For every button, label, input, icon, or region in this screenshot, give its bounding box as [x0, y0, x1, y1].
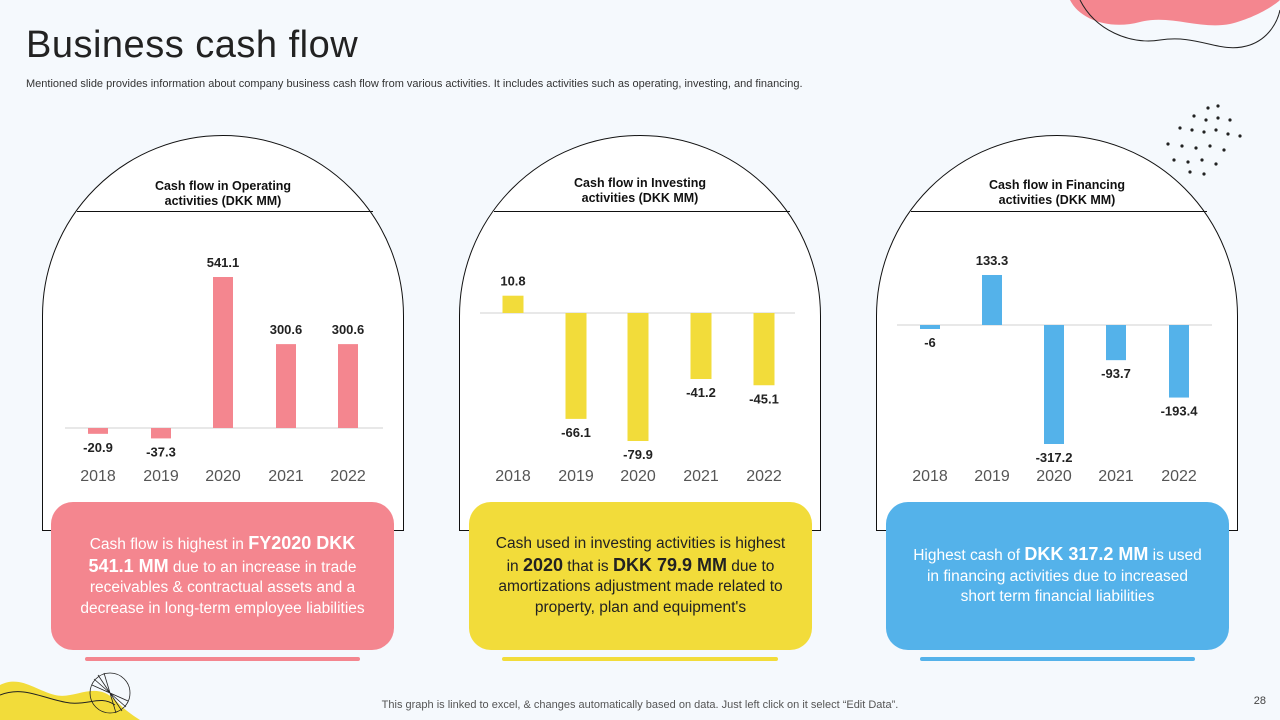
- category-label-2018: 2018: [80, 468, 116, 485]
- financing-chart-title-line-1: Cash flow in Financing: [988, 178, 1126, 192]
- insight-highlight: FY2020 DKK 541.1 MM: [88, 533, 356, 576]
- slide-title: Business cash flow: [26, 24, 359, 66]
- bar-2018: [88, 428, 108, 434]
- bar-2018: [502, 295, 524, 313]
- category-label-2020: 2020: [205, 468, 241, 485]
- insight-text: Highest cash of DKK 317.2 MM is used in …: [908, 544, 1207, 608]
- operating-bar-chart: -20.9 2018 -37.3 2019 541.1 2020 300.6 2021 300.…: [65, 255, 383, 485]
- investing-chart-title: Cash flow in Investing activities (DKK M…: [460, 176, 820, 206]
- investing-chart-title-line-2: activities (DKK MM): [581, 191, 699, 205]
- insight-text-part: is used in financing activities due to i…: [926, 547, 1202, 606]
- category-label-2020: 2020: [1036, 468, 1072, 485]
- category-label-2021: 2021: [1098, 468, 1134, 485]
- operating-chart-title-line-1: Cash flow in Operating: [154, 179, 292, 193]
- financing-chart-title: Cash flow in Financing activities (DKK M…: [877, 178, 1237, 208]
- bar-2018: [920, 325, 940, 329]
- insight-highlight: DKK 79.9 MM: [612, 554, 727, 575]
- investing-insight-card: Cash used in investing activities is hig…: [469, 502, 812, 650]
- data-label-2020: 541.1: [207, 255, 240, 270]
- bar-2021: [690, 313, 712, 380]
- insight-text-part: due to amortizations adjustment made rel…: [498, 557, 783, 616]
- data-label-2018: 10.8: [500, 274, 525, 289]
- category-label-2022: 2022: [746, 468, 782, 485]
- data-label-2019: -37.3: [146, 444, 176, 459]
- footnote: This graph is linked to excel, & changes…: [381, 699, 899, 711]
- data-label-2021: 300.6: [270, 322, 303, 337]
- data-label-2021: -93.7: [1101, 366, 1131, 381]
- bar-2020: [1044, 325, 1064, 444]
- data-label-2021: -41.2: [686, 385, 716, 400]
- insight-text-part: due to an increase in trade receivables …: [80, 558, 365, 617]
- investing-chart-title-line-1: Cash flow in Investing: [574, 176, 706, 190]
- financing-title-divider: [911, 211, 1207, 212]
- bar-2020: [213, 277, 233, 428]
- insight-highlight: DKK 317.2 MM: [1024, 544, 1149, 565]
- operating-chart-title: Cash flow in Operating activities (DKK M…: [43, 179, 403, 209]
- data-label-2022: -45.1: [749, 391, 779, 406]
- financing-underline: [920, 657, 1195, 661]
- bar-2019: [982, 274, 1002, 325]
- insight-text-part: Highest cash of: [913, 547, 1025, 565]
- investing-bar-chart: 10.8 2018 -66.1 2019 -79.9 2020 -41.2 2021 -45.1…: [480, 274, 795, 485]
- bar-2021: [1106, 325, 1126, 361]
- investing-title-divider: [494, 211, 790, 212]
- bar-2022: [338, 344, 358, 428]
- insight-highlight: 2020: [522, 554, 563, 575]
- bar-2019: [151, 428, 171, 439]
- bar-2020: [627, 313, 649, 441]
- data-label-2022: 300.6: [332, 322, 365, 337]
- pink-blob-decoration: [1070, 0, 1280, 49]
- investing-underline: [502, 657, 778, 661]
- category-label-2022: 2022: [1161, 468, 1197, 485]
- category-label-2021: 2021: [683, 468, 719, 485]
- data-label-2018: -20.9: [83, 440, 113, 455]
- data-label-2019: -66.1: [561, 425, 591, 440]
- category-label-2020: 2020: [620, 468, 656, 485]
- category-label-2019: 2019: [974, 468, 1010, 485]
- category-label-2022: 2022: [330, 468, 366, 485]
- financing-insight-card: Highest cash of DKK 317.2 MM is used in …: [886, 502, 1229, 650]
- financing-chart-title-line-2: activities (DKK MM): [998, 193, 1116, 207]
- investing-chart-panel: Cash flow in Investing activities (DKK M…: [459, 135, 821, 531]
- insight-text: Cash flow is highest in FY2020 DKK 541.1…: [73, 533, 372, 619]
- operating-chart-title-line-2: activities (DKK MM): [164, 194, 282, 208]
- category-label-2021: 2021: [268, 468, 304, 485]
- data-label-2018: -6: [924, 335, 936, 350]
- operating-title-divider: [77, 211, 373, 212]
- insight-text-part: Cash used in investing activities is hig…: [495, 535, 786, 575]
- insight-text-part: that is: [563, 557, 613, 575]
- operating-insight-card: Cash flow is highest in FY2020 DKK 541.1…: [51, 502, 394, 650]
- insight-text-part: Cash flow is highest in: [89, 536, 249, 553]
- insight-text: Cash used in investing activities is hig…: [491, 534, 790, 618]
- page-number: 28: [1253, 695, 1266, 707]
- financing-bar-chart: -6 2018 133.3 2019 -317.2 2020 -93.7 2021 -193.4…: [897, 253, 1212, 485]
- slide-subtitle: Mentioned slide provides information abo…: [26, 78, 803, 90]
- operating-underline: [85, 657, 360, 661]
- bar-2022: [1169, 325, 1189, 398]
- bar-2022: [753, 313, 775, 386]
- category-label-2019: 2019: [143, 468, 179, 485]
- category-label-2018: 2018: [912, 468, 948, 485]
- bar-2019: [565, 313, 587, 419]
- data-label-2019: 133.3: [976, 253, 1009, 268]
- operating-chart-panel: Cash flow in Operating activities (DKK M…: [42, 135, 404, 531]
- financing-chart-panel: Cash flow in Financing activities (DKK M…: [876, 135, 1238, 531]
- yellow-wave-decoration: [0, 672, 140, 720]
- data-label-2020: -317.2: [1036, 450, 1073, 465]
- dots-decoration: [1166, 104, 1242, 176]
- category-label-2019: 2019: [558, 468, 594, 485]
- data-label-2020: -79.9: [623, 447, 653, 462]
- category-label-2018: 2018: [495, 468, 531, 485]
- data-label-2022: -193.4: [1161, 404, 1199, 419]
- bar-2021: [276, 344, 296, 428]
